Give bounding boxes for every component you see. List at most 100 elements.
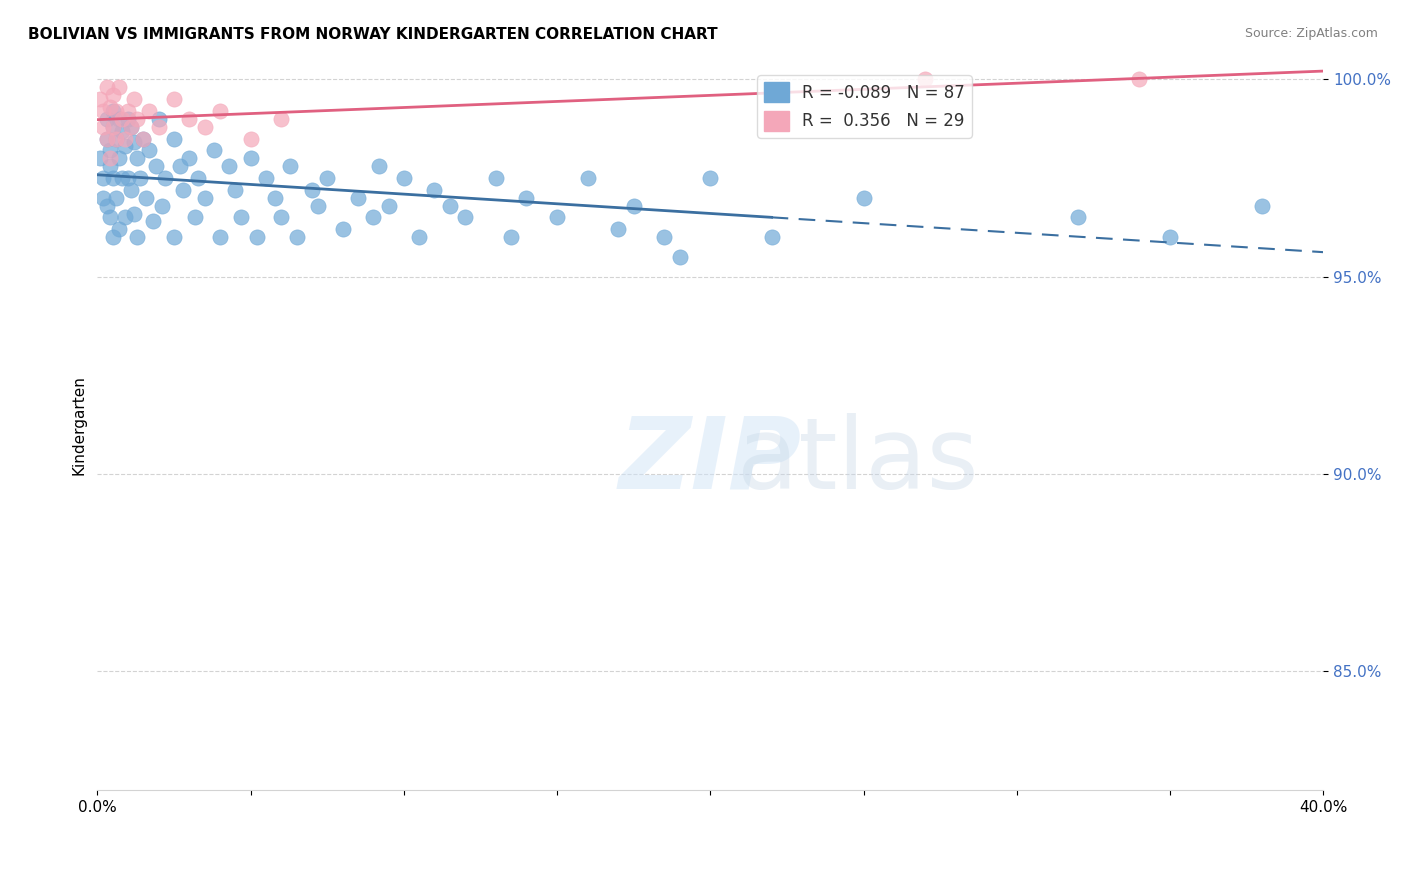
Point — [914, 72, 936, 87]
Point — [368, 159, 391, 173]
Point — [239, 131, 262, 145]
Point — [153, 171, 176, 186]
Point — [501, 230, 523, 244]
Point — [1251, 199, 1274, 213]
Point — [246, 230, 269, 244]
Text: ZIP: ZIP — [619, 413, 801, 509]
Point — [148, 112, 170, 126]
Point — [117, 171, 139, 186]
Text: BOLIVIAN VS IMMIGRANTS FROM NORWAY KINDERGARTEN CORRELATION CHART: BOLIVIAN VS IMMIGRANTS FROM NORWAY KINDE… — [28, 27, 717, 42]
Point — [101, 120, 124, 134]
Point — [194, 120, 217, 134]
Point — [150, 199, 173, 213]
Point — [93, 103, 115, 118]
Point — [699, 171, 721, 186]
Point — [332, 222, 354, 236]
Point — [98, 151, 121, 165]
Point — [98, 100, 121, 114]
Point — [515, 191, 537, 205]
Point — [392, 171, 415, 186]
Point — [163, 131, 186, 145]
Point — [485, 171, 508, 186]
Point — [107, 222, 129, 236]
Point — [439, 199, 461, 213]
Point — [107, 112, 129, 126]
Point — [96, 131, 118, 145]
Point — [122, 136, 145, 150]
Point — [89, 92, 111, 106]
Point — [98, 159, 121, 173]
Point — [96, 80, 118, 95]
Point — [96, 112, 118, 126]
Point — [117, 112, 139, 126]
Point — [122, 206, 145, 220]
Point — [104, 131, 127, 145]
Point — [120, 120, 142, 134]
Point — [1067, 211, 1090, 225]
Point — [761, 230, 783, 244]
Point — [101, 120, 124, 134]
Point — [254, 171, 277, 186]
Point — [107, 80, 129, 95]
Point — [187, 171, 209, 186]
Point — [179, 112, 201, 126]
Point — [224, 183, 246, 197]
Point — [423, 183, 446, 197]
Point — [179, 151, 201, 165]
Point — [202, 144, 225, 158]
Text: atlas: atlas — [737, 413, 979, 509]
Point — [122, 92, 145, 106]
Point — [285, 230, 308, 244]
Point — [129, 171, 152, 186]
Point — [132, 131, 155, 145]
Y-axis label: Kindergarten: Kindergarten — [72, 375, 86, 475]
Point — [145, 159, 167, 173]
Point — [576, 171, 599, 186]
Point — [1128, 72, 1150, 87]
Point — [239, 151, 262, 165]
Point — [264, 191, 287, 205]
Point — [93, 191, 115, 205]
Point — [184, 211, 207, 225]
Point — [208, 103, 231, 118]
Point — [1159, 230, 1181, 244]
Point — [127, 151, 149, 165]
Point — [96, 199, 118, 213]
Point — [208, 230, 231, 244]
Point — [114, 131, 136, 145]
Point — [270, 112, 292, 126]
Point — [107, 151, 129, 165]
Legend: R = -0.089   N = 87, R =  0.356   N = 29: R = -0.089 N = 87, R = 0.356 N = 29 — [758, 75, 972, 137]
Point — [127, 230, 149, 244]
Point — [316, 171, 339, 186]
Point — [361, 211, 384, 225]
Point — [138, 103, 160, 118]
Point — [111, 112, 134, 126]
Point — [623, 199, 645, 213]
Point — [104, 131, 127, 145]
Point — [163, 92, 186, 106]
Point — [101, 230, 124, 244]
Point — [307, 199, 329, 213]
Text: Source: ZipAtlas.com: Source: ZipAtlas.com — [1244, 27, 1378, 40]
Point — [101, 103, 124, 118]
Point — [454, 211, 477, 225]
Point — [163, 230, 186, 244]
Point — [377, 199, 399, 213]
Point — [96, 131, 118, 145]
Point — [111, 171, 134, 186]
Point — [148, 120, 170, 134]
Point — [135, 191, 157, 205]
Point — [111, 123, 134, 137]
Point — [668, 250, 690, 264]
Point — [280, 159, 302, 173]
Point — [301, 183, 323, 197]
Point — [101, 88, 124, 103]
Point — [104, 191, 127, 205]
Point — [114, 211, 136, 225]
Point — [270, 211, 292, 225]
Point — [546, 211, 568, 225]
Point — [852, 191, 875, 205]
Point — [408, 230, 430, 244]
Point — [132, 131, 155, 145]
